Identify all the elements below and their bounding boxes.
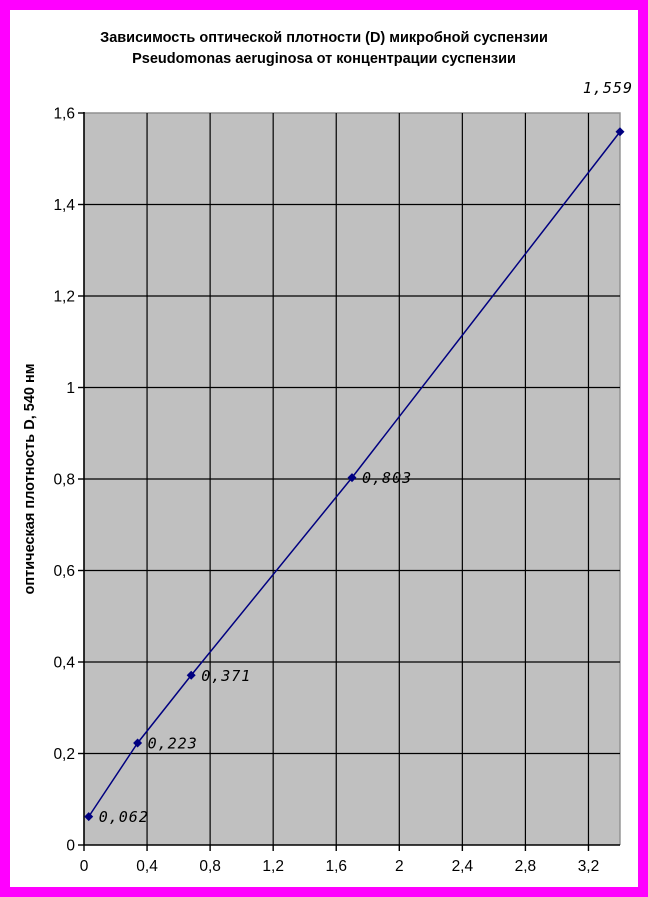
y-tick-label: 1,2 <box>53 289 75 306</box>
data-point-marker <box>347 473 357 483</box>
chart-title-line1: Зависимость оптической плотности (D) мик… <box>100 30 548 46</box>
x-tick-label: 0 <box>80 858 89 875</box>
plot-border <box>84 112 621 845</box>
chart-title: Зависимость оптической плотности (D) мик… <box>0 28 648 70</box>
x-tick-label: 2,4 <box>452 858 474 875</box>
y-tick-label: 0,8 <box>53 472 75 489</box>
data-point-marker <box>615 127 625 137</box>
data-point-label: 1,559 <box>583 79 633 97</box>
data-point-marker <box>84 812 94 822</box>
data-point-label: 0,223 <box>148 734 198 752</box>
y-tick-label: 0,4 <box>53 655 75 672</box>
y-tick-label: 1,4 <box>53 197 75 214</box>
y-tick-label: 0,2 <box>53 746 75 763</box>
y-tick-label: 1,6 <box>53 106 75 123</box>
data-point-label: 0,371 <box>201 667 251 685</box>
x-tick-label: 2,8 <box>515 858 537 875</box>
data-point-marker <box>186 670 196 680</box>
x-tick-label: 1,6 <box>325 858 347 875</box>
chart-title-line2: Pseudomonas aeruginosa от концентрации с… <box>132 51 516 67</box>
data-point-marker <box>133 738 143 748</box>
y-tick-label: 0,6 <box>53 563 75 580</box>
y-tick-label: 1 <box>66 380 75 397</box>
x-tick-label: 0,8 <box>199 858 221 875</box>
data-point-label: 0,803 <box>362 469 412 487</box>
y-tick-label: 0 <box>66 838 75 855</box>
x-tick-label: 2 <box>395 858 404 875</box>
data-point-label: 0,062 <box>99 808 149 826</box>
x-tick-label: 1,2 <box>262 858 284 875</box>
x-tick-label: 3,2 <box>578 858 600 875</box>
x-tick-label: 0,4 <box>136 858 158 875</box>
